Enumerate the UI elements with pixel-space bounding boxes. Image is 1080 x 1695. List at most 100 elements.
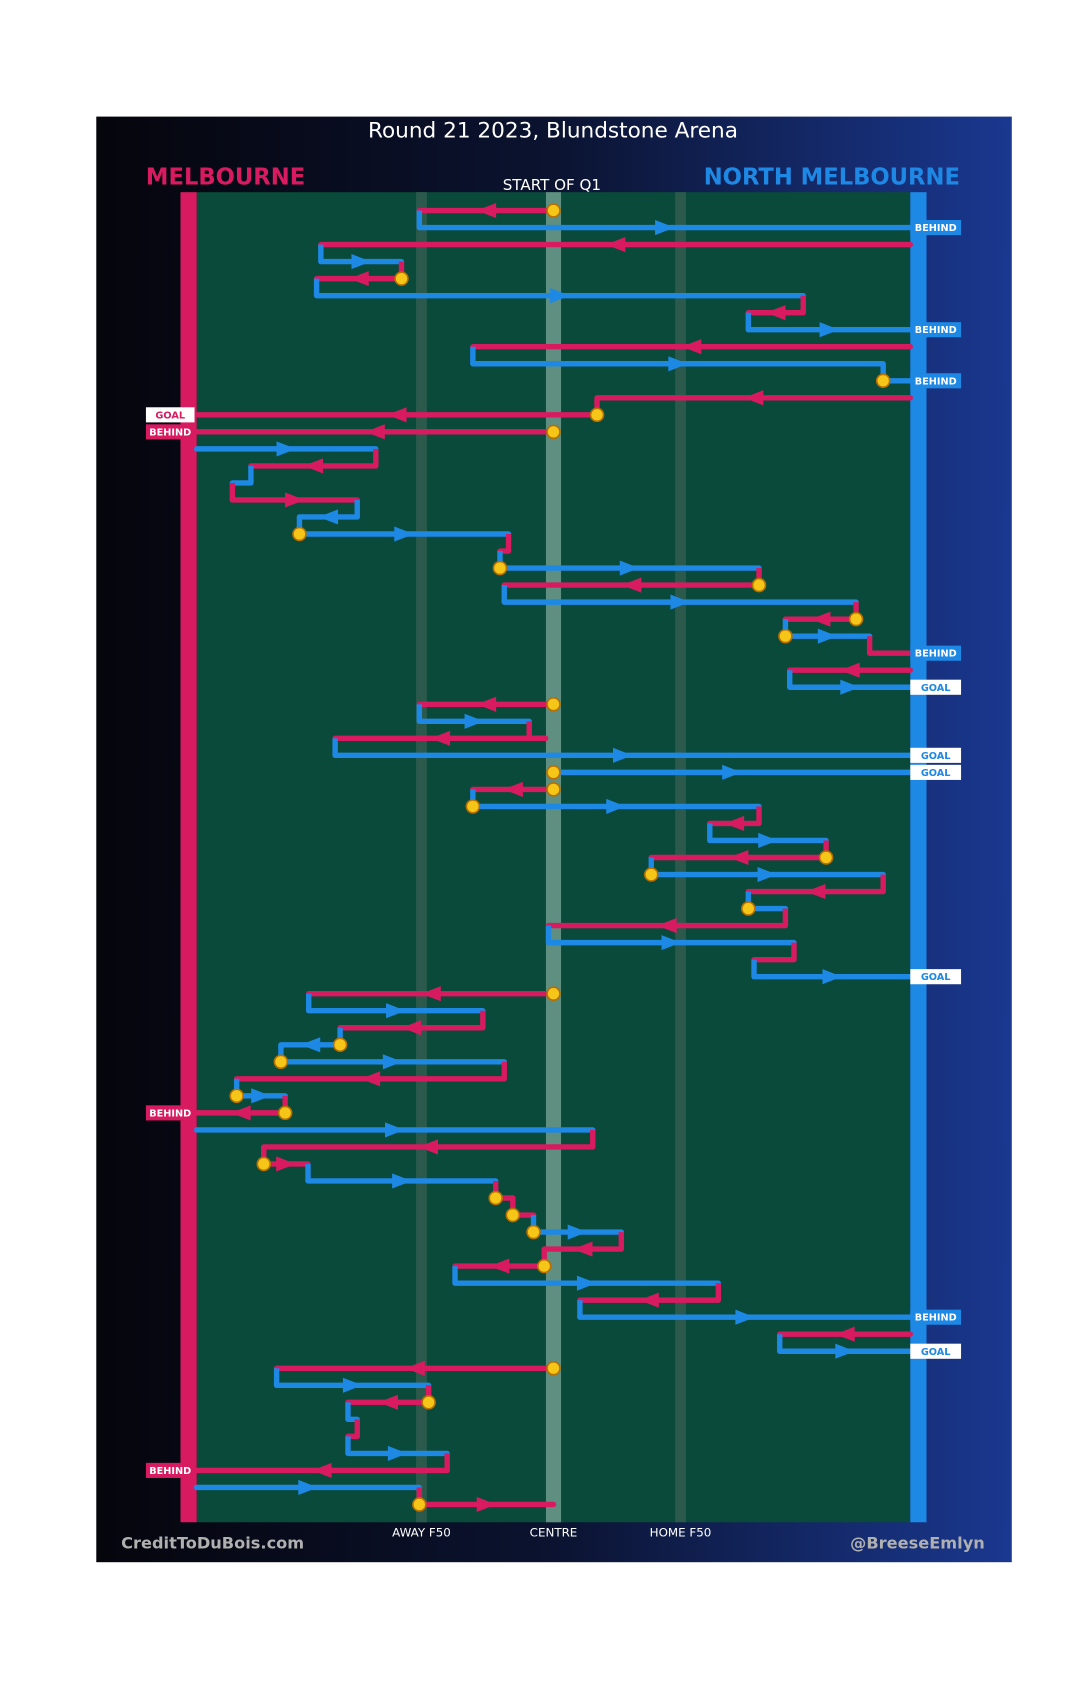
stoppage-marker xyxy=(546,696,561,712)
stoppage-marker xyxy=(465,799,481,814)
direction-arrow xyxy=(835,1343,855,1359)
direction-arrow xyxy=(819,322,840,338)
direction-arrow xyxy=(728,849,749,866)
stoppage-marker xyxy=(394,271,409,286)
direction-arrow xyxy=(668,356,688,372)
direction-arrow xyxy=(394,526,414,542)
result-box xyxy=(910,219,962,236)
direction-arrow xyxy=(476,202,497,219)
field-marker-label: CENTRE xyxy=(530,1526,578,1540)
stoppage-marker xyxy=(875,373,891,389)
direction-arrow xyxy=(735,1309,755,1325)
stoppage-marker xyxy=(589,407,605,423)
direction-arrow xyxy=(573,1241,593,1257)
stoppage-marker xyxy=(546,424,561,440)
direction-arrow xyxy=(276,1156,296,1172)
direction-arrow xyxy=(621,577,642,593)
away-team: NORTH MELBOURNE xyxy=(704,165,960,191)
result-label: BEHIND xyxy=(915,1313,957,1324)
direction-arrow xyxy=(681,339,702,355)
stoppage-marker xyxy=(818,850,834,865)
home-goal-bar xyxy=(180,192,197,1523)
result-box xyxy=(910,679,962,695)
direction-arrow xyxy=(231,1105,251,1121)
direction-arrow xyxy=(811,611,831,627)
result-label: BEHIND xyxy=(915,223,957,234)
title: Round 21 2023, Blundstone Arena xyxy=(368,119,738,144)
result-label: GOAL xyxy=(921,972,951,983)
stoppage-marker xyxy=(778,628,793,644)
direction-arrow xyxy=(655,219,675,236)
direction-arrow xyxy=(503,781,523,797)
direction-arrow xyxy=(342,1377,363,1393)
result-label: BEHIND xyxy=(915,325,957,336)
result-box xyxy=(910,322,962,338)
direction-arrow xyxy=(835,1326,855,1342)
direction-arrow xyxy=(613,747,633,763)
result-box xyxy=(910,747,962,763)
direction-arrow xyxy=(384,1122,405,1138)
direction-arrow xyxy=(418,1139,438,1155)
direction-arrow xyxy=(303,458,324,474)
stoppage-marker xyxy=(546,765,561,780)
direction-arrow xyxy=(758,832,778,849)
stoppage-marker xyxy=(229,1088,244,1104)
stoppage-marker xyxy=(526,1224,541,1240)
result-label: GOAL xyxy=(921,1347,951,1358)
direction-arrow xyxy=(550,288,570,304)
direction-arrow xyxy=(476,1496,497,1513)
direction-arrow xyxy=(349,271,369,287)
direction-arrow xyxy=(489,1258,510,1274)
stoppage-marker xyxy=(256,1156,272,1172)
field-marker xyxy=(416,192,427,1523)
stoppage-marker xyxy=(492,560,508,576)
result-label: GOAL xyxy=(921,751,951,762)
direction-arrow xyxy=(298,1479,318,1496)
direction-arrow xyxy=(405,1360,425,1376)
direction-arrow xyxy=(806,883,826,900)
direction-arrow xyxy=(300,1037,321,1053)
result-box xyxy=(910,969,962,985)
stoppage-marker xyxy=(848,611,864,627)
result-box xyxy=(910,373,962,389)
stoppage-marker xyxy=(546,986,561,1001)
direction-arrow xyxy=(766,305,786,321)
result-label: BEHIND xyxy=(915,649,957,660)
direction-arrow xyxy=(378,1394,399,1410)
stoppage-marker xyxy=(488,1190,503,1206)
direction-arrow xyxy=(382,1054,403,1070)
direction-arrow xyxy=(365,424,385,440)
credit-left: CreditToDuBois.com xyxy=(121,1533,304,1552)
field-marker xyxy=(545,192,562,1523)
direction-arrow xyxy=(464,713,484,729)
direction-arrow xyxy=(312,1462,332,1478)
direction-arrow xyxy=(743,390,764,406)
result-box xyxy=(145,1462,195,1478)
direction-arrow xyxy=(605,237,626,253)
direction-arrow xyxy=(401,1020,422,1036)
result-box xyxy=(910,1309,962,1325)
direction-arrow xyxy=(251,1088,271,1104)
stoppage-marker xyxy=(332,1037,348,1053)
result-label: GOAL xyxy=(921,768,951,779)
direction-arrow xyxy=(822,969,842,985)
direction-arrow xyxy=(724,815,745,832)
result-box xyxy=(910,645,962,661)
direction-arrow xyxy=(619,560,640,576)
home-team: MELBOURNE xyxy=(146,165,305,191)
stoppage-marker xyxy=(505,1207,521,1223)
direction-arrow xyxy=(285,492,305,508)
result-box xyxy=(910,764,962,780)
direction-arrow xyxy=(567,1224,588,1240)
stoppage-marker xyxy=(546,203,561,218)
stoppage-marker xyxy=(277,1105,293,1121)
away-goal-bar xyxy=(910,192,927,1523)
field-marker-label: AWAY F50 xyxy=(392,1526,451,1540)
direction-arrow xyxy=(722,764,742,780)
direction-arrow xyxy=(386,1003,406,1019)
result-box xyxy=(910,1343,962,1359)
stoppage-marker xyxy=(751,577,767,593)
direction-arrow xyxy=(318,509,339,525)
